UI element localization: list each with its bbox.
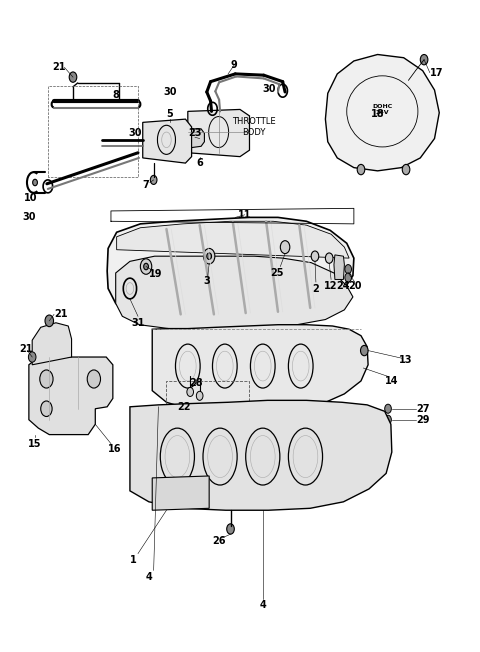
Circle shape (69, 72, 77, 82)
Circle shape (150, 175, 157, 185)
Text: 1: 1 (130, 555, 137, 565)
Text: 21: 21 (54, 309, 68, 319)
Text: 3: 3 (204, 276, 210, 286)
Polygon shape (143, 119, 192, 163)
Text: 4: 4 (259, 600, 266, 610)
Text: 21: 21 (19, 344, 32, 353)
Circle shape (33, 179, 37, 186)
Text: 29: 29 (416, 415, 430, 424)
Text: 23: 23 (188, 128, 202, 138)
Circle shape (345, 265, 351, 274)
Polygon shape (107, 217, 354, 316)
Text: 26: 26 (212, 536, 226, 546)
Circle shape (140, 259, 152, 274)
Circle shape (196, 391, 203, 400)
Text: 30: 30 (163, 87, 177, 97)
Text: 16: 16 (108, 444, 121, 454)
Circle shape (360, 346, 368, 356)
Circle shape (345, 273, 351, 282)
Text: DOHC
24V: DOHC 24V (372, 104, 393, 115)
Text: 19: 19 (149, 269, 162, 279)
Circle shape (227, 524, 234, 534)
Text: 18: 18 (371, 109, 384, 119)
Circle shape (144, 263, 148, 270)
Circle shape (28, 352, 36, 363)
Circle shape (41, 401, 52, 417)
Text: 12: 12 (324, 281, 338, 291)
Text: 22: 22 (177, 402, 191, 412)
Polygon shape (334, 255, 344, 280)
Text: 10: 10 (24, 193, 37, 203)
Text: 24: 24 (336, 281, 350, 291)
Circle shape (384, 415, 391, 424)
Text: 5: 5 (167, 109, 173, 119)
Circle shape (187, 387, 193, 396)
Text: 6: 6 (196, 158, 203, 168)
Text: 4: 4 (145, 572, 152, 582)
Circle shape (402, 164, 410, 175)
Text: 27: 27 (416, 404, 430, 414)
Polygon shape (188, 110, 250, 156)
Circle shape (325, 253, 333, 263)
Circle shape (40, 370, 53, 388)
Text: 30: 30 (22, 213, 36, 222)
Polygon shape (152, 476, 209, 511)
Polygon shape (192, 129, 204, 147)
Polygon shape (117, 221, 349, 258)
Polygon shape (116, 256, 353, 330)
Text: 31: 31 (131, 318, 145, 328)
Circle shape (357, 164, 365, 175)
Circle shape (207, 253, 212, 259)
Circle shape (420, 55, 428, 65)
Text: 2: 2 (312, 284, 319, 293)
Text: 7: 7 (143, 180, 149, 190)
Text: 14: 14 (385, 376, 398, 386)
Text: 21: 21 (52, 63, 65, 72)
Text: 17: 17 (430, 68, 443, 78)
Circle shape (280, 241, 290, 254)
Text: 28: 28 (190, 378, 203, 388)
Text: 11: 11 (238, 210, 252, 220)
Circle shape (45, 315, 54, 327)
Polygon shape (29, 357, 113, 435)
Text: 25: 25 (270, 268, 284, 278)
Text: 30: 30 (263, 84, 276, 95)
Circle shape (311, 251, 319, 261)
Polygon shape (32, 323, 72, 364)
Polygon shape (152, 325, 368, 413)
Text: 8: 8 (112, 89, 119, 100)
Text: 15: 15 (28, 439, 42, 449)
Circle shape (87, 370, 100, 388)
Polygon shape (130, 400, 392, 511)
Text: 30: 30 (128, 128, 142, 138)
Polygon shape (325, 55, 439, 171)
Circle shape (384, 404, 391, 413)
Circle shape (204, 248, 215, 264)
Text: 13: 13 (399, 355, 413, 364)
Text: THROTTLE
BODY: THROTTLE BODY (232, 117, 276, 137)
Text: 9: 9 (231, 60, 238, 70)
Text: 20: 20 (348, 281, 361, 291)
